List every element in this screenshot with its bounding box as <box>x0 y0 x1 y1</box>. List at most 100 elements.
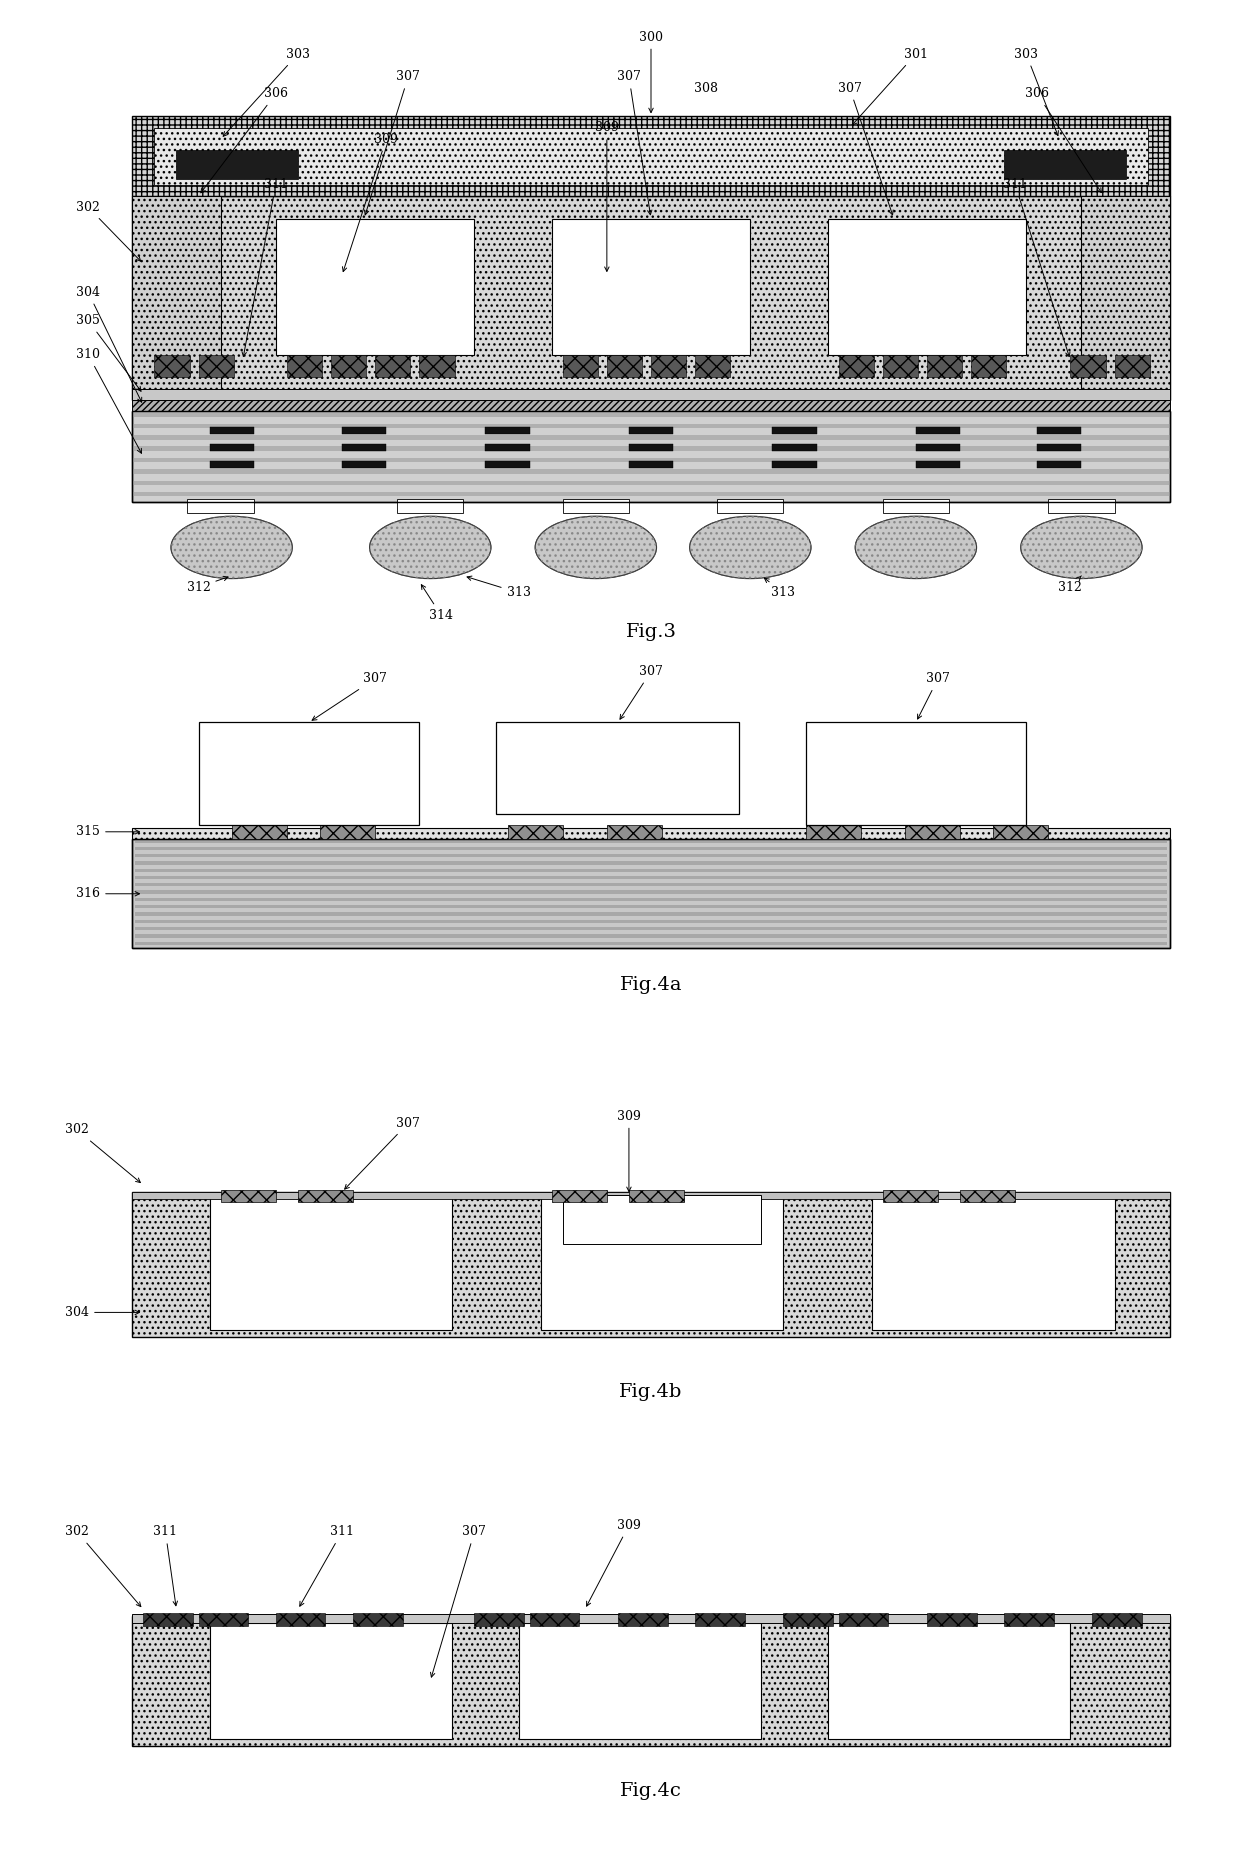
Bar <box>651 354 686 378</box>
Text: 307: 307 <box>365 70 420 215</box>
Bar <box>606 354 642 378</box>
Bar <box>926 1613 977 1626</box>
Text: 305: 305 <box>76 313 141 391</box>
Bar <box>134 897 1168 901</box>
Bar <box>883 1190 937 1201</box>
Circle shape <box>1021 515 1142 578</box>
Text: 312: 312 <box>1059 577 1083 593</box>
Text: 316: 316 <box>76 888 139 901</box>
Bar <box>518 1622 761 1739</box>
Bar <box>717 499 784 514</box>
Circle shape <box>689 515 811 578</box>
Bar <box>529 1613 579 1626</box>
Bar <box>353 1613 403 1626</box>
Bar <box>134 934 1168 938</box>
Text: 307: 307 <box>918 673 950 719</box>
Bar <box>485 445 529 451</box>
Bar <box>133 389 1169 400</box>
Text: 302: 302 <box>76 200 140 261</box>
Bar <box>133 436 1169 439</box>
Bar <box>331 354 366 378</box>
Bar <box>784 1613 833 1626</box>
Bar <box>342 426 386 434</box>
Bar <box>773 426 817 434</box>
Text: 304: 304 <box>66 1305 139 1318</box>
Bar <box>134 862 1168 864</box>
Text: 304: 304 <box>76 286 141 402</box>
Text: 309: 309 <box>595 121 619 271</box>
Bar <box>134 905 1168 908</box>
Bar <box>133 447 1169 451</box>
Text: 307: 307 <box>312 673 387 721</box>
Bar <box>563 499 629 514</box>
Bar <box>187 499 254 514</box>
Bar <box>342 462 386 467</box>
Bar <box>552 1190 606 1201</box>
Bar <box>485 426 529 434</box>
Bar <box>1092 1613 1142 1626</box>
Bar <box>133 425 1169 428</box>
Bar <box>993 825 1048 840</box>
Circle shape <box>370 515 491 578</box>
Bar <box>133 1617 1169 1746</box>
Bar <box>221 1190 275 1201</box>
Bar <box>629 445 673 451</box>
Bar <box>134 847 1168 849</box>
Bar <box>475 1613 525 1626</box>
Bar <box>134 870 1168 871</box>
Text: 308: 308 <box>694 82 718 95</box>
Bar <box>629 462 673 467</box>
Bar <box>154 354 190 378</box>
Bar <box>773 462 817 467</box>
Text: 307: 307 <box>345 1116 420 1188</box>
Text: 307: 307 <box>618 70 652 215</box>
Text: 309: 309 <box>587 1518 641 1606</box>
Bar <box>485 462 529 467</box>
Bar <box>1037 445 1081 451</box>
Bar <box>419 354 455 378</box>
Text: 307: 307 <box>430 1526 486 1678</box>
Text: 315: 315 <box>76 825 139 838</box>
Text: 311: 311 <box>154 1526 177 1606</box>
Bar <box>133 197 221 400</box>
Text: Fig.4c: Fig.4c <box>620 1782 682 1800</box>
Bar <box>198 723 419 825</box>
Bar <box>134 875 1168 879</box>
Bar <box>541 1196 784 1329</box>
Bar <box>916 426 960 434</box>
Bar <box>133 1192 1169 1337</box>
Bar <box>133 412 1169 502</box>
Circle shape <box>536 515 656 578</box>
Text: 313: 313 <box>764 578 795 599</box>
Bar <box>827 1622 1070 1739</box>
Bar <box>134 920 1168 923</box>
Bar <box>134 942 1168 946</box>
Bar <box>133 458 1169 462</box>
Text: 307: 307 <box>838 82 893 215</box>
Bar <box>960 1190 1016 1201</box>
Bar <box>210 445 254 451</box>
Bar <box>133 469 1169 475</box>
Bar <box>838 354 874 378</box>
Bar <box>210 426 254 434</box>
Bar <box>134 890 1168 894</box>
Circle shape <box>171 515 293 578</box>
Bar <box>806 825 861 840</box>
Bar <box>232 825 286 840</box>
Bar <box>133 840 1169 949</box>
Bar <box>1004 150 1126 178</box>
Text: 311: 311 <box>242 178 288 356</box>
Text: 302: 302 <box>66 1124 140 1183</box>
Bar <box>133 480 1169 486</box>
Bar <box>154 128 1147 185</box>
Bar <box>827 219 1027 354</box>
Bar <box>629 426 673 434</box>
Bar <box>496 723 739 814</box>
Bar <box>133 117 1169 197</box>
Text: 313: 313 <box>467 577 531 599</box>
Text: 312: 312 <box>186 577 228 593</box>
Bar <box>133 197 1169 400</box>
Bar <box>629 1190 684 1201</box>
Bar <box>397 499 464 514</box>
Bar <box>971 354 1007 378</box>
